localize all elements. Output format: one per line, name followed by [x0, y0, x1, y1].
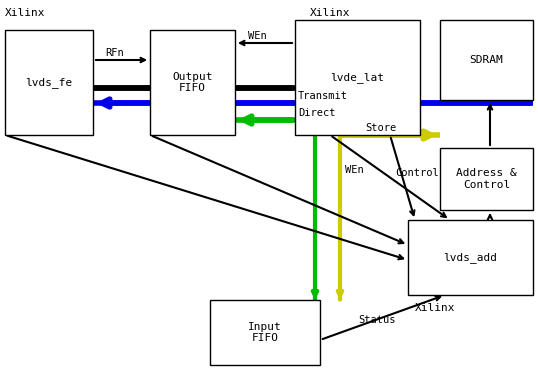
Text: SDRAM: SDRAM — [470, 55, 504, 65]
Text: WEn: WEn — [248, 31, 267, 41]
Text: Xilinx: Xilinx — [415, 303, 456, 313]
Text: Xilinx: Xilinx — [5, 8, 46, 18]
Text: Output
FIFO: Output FIFO — [172, 72, 213, 93]
Bar — [295, 20, 420, 135]
Text: Transmit: Transmit — [298, 91, 348, 101]
Bar — [440, 20, 533, 100]
Bar — [210, 300, 320, 365]
Text: Store: Store — [365, 123, 397, 133]
Bar — [408, 220, 533, 295]
Text: Status: Status — [358, 315, 395, 325]
Bar — [5, 30, 93, 135]
Text: Input
FIFO: Input FIFO — [248, 322, 282, 343]
Text: Direct: Direct — [298, 108, 336, 118]
Text: lvde_lat: lvde_lat — [330, 72, 385, 83]
Bar — [150, 30, 235, 135]
Text: Xilinx: Xilinx — [310, 8, 350, 18]
Text: Address &
Control: Address & Control — [456, 168, 517, 190]
Text: lvds_fe: lvds_fe — [25, 77, 73, 88]
Text: Control: Control — [395, 168, 439, 178]
Text: lvds_add: lvds_add — [443, 252, 498, 263]
Text: WEn: WEn — [345, 165, 364, 175]
Bar — [440, 148, 533, 210]
Text: RFn: RFn — [105, 48, 124, 58]
